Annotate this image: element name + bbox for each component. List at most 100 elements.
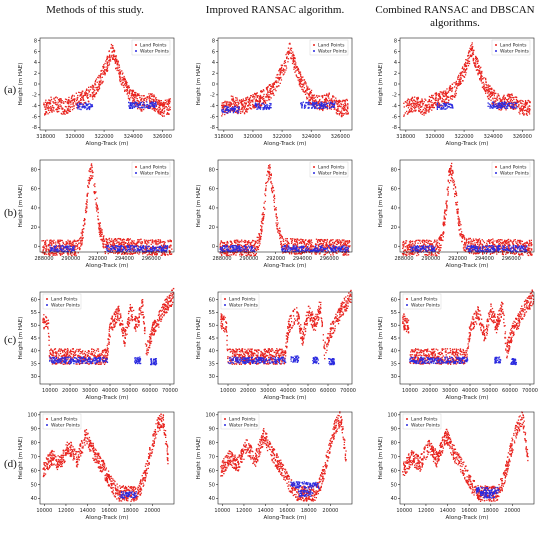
water-point <box>131 250 132 251</box>
water-point <box>162 250 163 251</box>
land-point <box>242 109 243 110</box>
land-point <box>53 109 54 110</box>
x-tick-label: 318000 <box>214 134 233 140</box>
land-point <box>434 102 435 103</box>
land-point <box>97 216 98 217</box>
land-point <box>127 253 128 254</box>
land-point <box>432 97 433 98</box>
land-point <box>509 94 510 95</box>
land-point <box>137 100 138 101</box>
land-point <box>137 108 138 109</box>
land-point <box>220 243 221 244</box>
y-tick-label: -4 <box>32 103 37 109</box>
land-point <box>167 113 168 114</box>
land-point <box>441 101 442 102</box>
land-point <box>67 253 68 254</box>
land-point <box>440 97 441 98</box>
land-point <box>160 113 161 114</box>
water-point <box>322 107 323 108</box>
land-point <box>242 104 243 105</box>
land-point <box>277 232 278 233</box>
water-point <box>129 251 130 252</box>
land-point <box>300 81 301 82</box>
land-point <box>55 109 56 110</box>
land-point <box>415 110 416 111</box>
land-point <box>306 98 307 99</box>
land-point <box>263 94 264 95</box>
land-point <box>122 82 123 83</box>
water-point <box>507 108 508 109</box>
land-point <box>227 253 228 254</box>
water-point <box>86 109 87 110</box>
land-point <box>97 90 98 91</box>
land-point <box>132 244 133 245</box>
land-point <box>242 105 243 106</box>
land-point <box>483 82 484 83</box>
water-point <box>265 108 266 109</box>
land-point <box>272 84 273 85</box>
land-point <box>523 101 524 102</box>
land-point <box>248 101 249 102</box>
land-point <box>49 242 50 243</box>
land-point <box>295 62 296 63</box>
water-point <box>166 250 167 251</box>
land-point <box>43 240 44 241</box>
land-point <box>526 114 527 115</box>
land-point <box>459 78 460 79</box>
land-point <box>422 104 423 105</box>
water-point <box>490 107 491 108</box>
land-point <box>48 106 49 107</box>
water-point <box>72 247 73 248</box>
land-point <box>465 74 466 75</box>
land-point <box>291 50 292 51</box>
land-point <box>485 79 486 80</box>
land-point <box>305 81 306 82</box>
land-point <box>417 103 418 104</box>
water-point <box>143 245 144 246</box>
water-point <box>230 108 231 109</box>
land-point <box>99 81 100 82</box>
water-point <box>63 248 64 249</box>
land-point <box>85 210 86 211</box>
water-point <box>502 102 503 103</box>
land-point <box>62 254 63 255</box>
water-point <box>56 245 57 246</box>
land-point <box>117 68 118 69</box>
land-point <box>43 104 44 105</box>
water-point <box>111 246 112 247</box>
land-point <box>113 240 114 241</box>
y-tick-label: -6 <box>32 114 37 120</box>
water-point <box>111 249 112 250</box>
land-point <box>139 97 140 98</box>
land-point <box>421 98 422 99</box>
land-point <box>416 103 417 104</box>
land-point <box>137 252 138 253</box>
land-point <box>65 99 66 100</box>
land-point <box>478 72 479 73</box>
y-tick-label: -2 <box>32 93 37 99</box>
land-point <box>46 254 47 255</box>
water-point <box>495 104 496 105</box>
land-point <box>294 64 295 65</box>
legend-label-water: Water Points <box>500 49 529 55</box>
land-point <box>280 83 281 84</box>
x-tick-label: 322000 <box>455 134 474 140</box>
land-point <box>223 105 224 106</box>
land-point <box>275 90 276 91</box>
water-point <box>233 111 234 112</box>
land-point <box>165 254 166 255</box>
legend-marker-water <box>313 50 315 52</box>
land-point <box>520 111 521 112</box>
x-axis-label: Along-Track (m) <box>86 141 129 147</box>
land-point <box>249 103 250 104</box>
water-point <box>270 105 271 106</box>
land-point <box>347 104 348 105</box>
land-point <box>50 103 51 104</box>
land-point <box>497 97 498 98</box>
land-point <box>57 111 58 112</box>
land-point <box>96 92 97 93</box>
land-point <box>107 63 108 64</box>
land-point <box>222 113 223 114</box>
water-point <box>135 246 136 247</box>
land-point <box>88 97 89 98</box>
